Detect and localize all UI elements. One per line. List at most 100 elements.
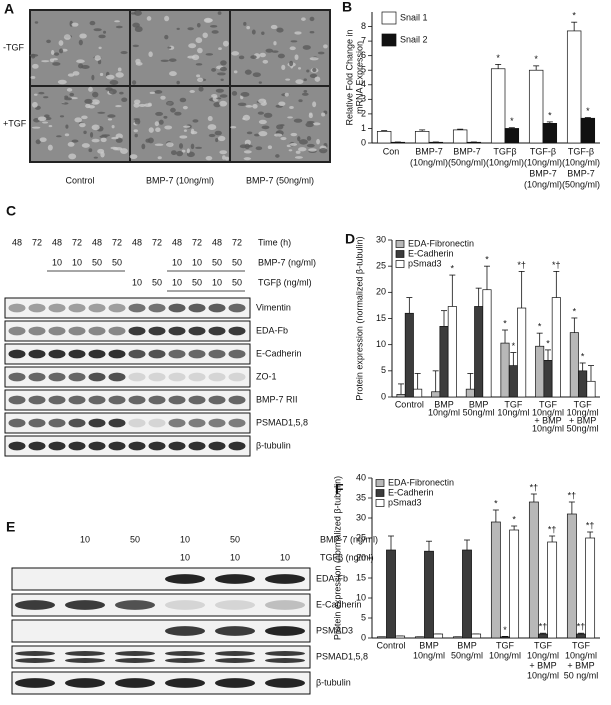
- cell: [205, 155, 213, 161]
- cell: [187, 27, 194, 31]
- cell: [164, 125, 173, 130]
- cell: [57, 79, 67, 85]
- lane-label: 10: [180, 552, 190, 562]
- x-tick-label: 10ng/ml: [532, 407, 564, 417]
- bar: [538, 633, 548, 639]
- cell: [147, 137, 154, 144]
- cell: [285, 78, 291, 81]
- band: [188, 349, 206, 359]
- significance-mark: *: [512, 341, 516, 351]
- band: [8, 349, 26, 359]
- band: [68, 349, 86, 359]
- cell: [202, 32, 208, 39]
- bar: [404, 312, 414, 398]
- band: [165, 658, 205, 663]
- y-tick-label: 5: [381, 365, 386, 375]
- band: [208, 372, 226, 382]
- band: [265, 626, 305, 636]
- cell: [196, 74, 201, 78]
- cell: [176, 150, 184, 157]
- x-tick-label: 50 ng/ml: [564, 670, 599, 680]
- band: [65, 651, 105, 656]
- x-tick-label: 10ng/ml: [565, 650, 597, 660]
- cell: [164, 15, 170, 22]
- band: [188, 326, 206, 336]
- y-tick-label: 30: [376, 234, 386, 244]
- cell: [98, 34, 106, 39]
- header-label: BMP-7 (ng/ml): [258, 257, 316, 267]
- x-tick-label: (10ng/ml): [524, 157, 562, 167]
- cell: [181, 149, 186, 153]
- cell: [295, 150, 301, 154]
- cell: [111, 124, 115, 129]
- band: [265, 651, 305, 656]
- cell: [105, 87, 113, 91]
- cell: [240, 92, 250, 97]
- cell: [312, 122, 321, 126]
- cell: [198, 86, 204, 92]
- cell: [78, 39, 83, 46]
- y-tick-label: 40: [356, 472, 366, 482]
- cell: [115, 72, 124, 78]
- cell: [230, 125, 237, 129]
- band: [65, 658, 105, 663]
- cell: [195, 63, 203, 66]
- cell: [65, 124, 69, 129]
- cell: [246, 131, 253, 135]
- cell: [146, 16, 152, 21]
- blot-label: β-tubulin: [256, 440, 291, 450]
- band: [68, 441, 86, 451]
- band: [68, 395, 86, 405]
- significance-mark: *†: [517, 260, 526, 270]
- lane-label: 10: [230, 552, 240, 562]
- y-tick-label: 20: [356, 552, 366, 562]
- cell: [218, 47, 222, 51]
- cell: [262, 59, 269, 64]
- cell: [141, 143, 146, 150]
- blot-strip: [4, 389, 251, 411]
- blot-label: PSMAD3: [316, 625, 353, 635]
- cell: [81, 65, 90, 69]
- cell: [79, 122, 86, 128]
- legend-label: pSmad3: [408, 258, 442, 268]
- band: [15, 678, 55, 688]
- band: [208, 349, 226, 359]
- cell: [33, 93, 38, 96]
- western-blot: Time (h) 48 72 48 72 48 72 48 72 48 72 48 72 BMP-7 (n…: [4, 237, 316, 457]
- band: [28, 441, 46, 451]
- significance-mark: *: [548, 110, 552, 120]
- y-tick-label: 6: [361, 50, 366, 60]
- bar: [482, 289, 492, 398]
- x-tick-label: (10ng/ml): [562, 157, 600, 167]
- y-tick-label: 15: [376, 313, 386, 323]
- cell: [252, 72, 261, 78]
- bar: [504, 128, 520, 144]
- lane-label: 48: [132, 237, 142, 247]
- cell: [237, 102, 247, 107]
- y-tick-label: 5: [361, 65, 366, 75]
- cell: [47, 144, 53, 151]
- cell: [294, 31, 302, 35]
- cell: [263, 112, 273, 118]
- cell: [280, 136, 287, 141]
- cell: [312, 101, 317, 108]
- cell: [243, 157, 252, 161]
- row-label: -TGF: [3, 42, 24, 52]
- x-tick-label: 10ng/ml: [567, 407, 599, 417]
- cell: [179, 135, 188, 139]
- cell: [312, 67, 317, 73]
- significance-mark: *: [496, 53, 500, 63]
- cell: [308, 148, 317, 152]
- cell: [148, 127, 154, 133]
- cell: [169, 71, 177, 77]
- band: [8, 395, 26, 405]
- band: [28, 326, 46, 336]
- micrograph: [29, 9, 131, 87]
- band: [108, 418, 126, 428]
- band: [115, 678, 155, 688]
- lane-label: 50: [232, 257, 242, 267]
- cell: [64, 97, 73, 101]
- cell: [115, 25, 123, 29]
